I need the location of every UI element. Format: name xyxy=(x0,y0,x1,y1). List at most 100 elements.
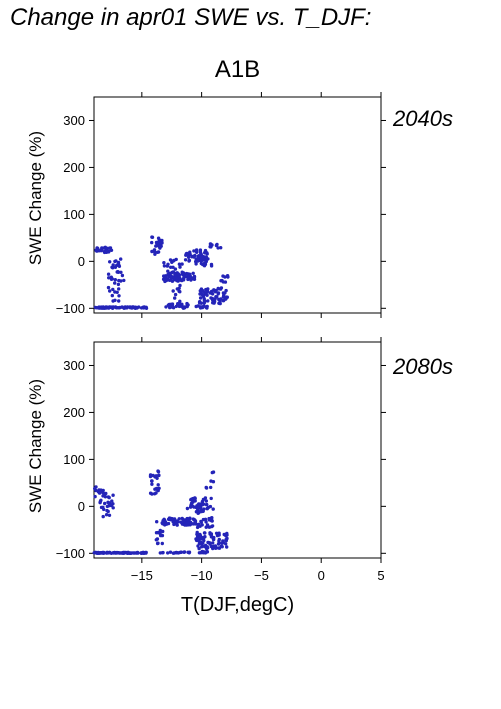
y-tick-label: 200 xyxy=(63,405,85,420)
data-point xyxy=(193,519,198,523)
data-point xyxy=(156,250,161,254)
data-point xyxy=(169,278,173,282)
y-tick-label: 0 xyxy=(78,499,85,514)
data-point xyxy=(222,532,226,537)
period-label-2040s: 2040s xyxy=(393,106,453,131)
data-point xyxy=(156,530,160,535)
data-point xyxy=(200,293,205,297)
data-point xyxy=(160,541,164,546)
data-point xyxy=(157,473,161,477)
data-point xyxy=(110,499,114,503)
data-point xyxy=(107,276,111,280)
data-point xyxy=(150,492,154,496)
data-point xyxy=(204,486,209,490)
data-point xyxy=(166,269,170,273)
data-point xyxy=(125,305,130,309)
data-point xyxy=(178,299,182,303)
data-point xyxy=(183,258,188,262)
data-point xyxy=(196,507,200,511)
data-point xyxy=(116,270,121,274)
data-point xyxy=(199,258,203,263)
data-point xyxy=(113,281,117,285)
data-point xyxy=(178,290,182,294)
data-point xyxy=(225,533,229,537)
data-point xyxy=(175,523,179,527)
data-point xyxy=(111,506,115,510)
data-point xyxy=(106,285,111,290)
data-point xyxy=(119,257,123,261)
data-point xyxy=(223,291,227,295)
data-point xyxy=(169,274,173,278)
data-point xyxy=(200,545,204,549)
data-point xyxy=(225,545,229,549)
data-point xyxy=(176,272,180,276)
data-point xyxy=(172,258,176,263)
data-point xyxy=(117,294,121,298)
x-tick-label: −15 xyxy=(131,568,153,583)
data-point xyxy=(190,497,194,501)
data-point xyxy=(98,500,102,505)
data-point xyxy=(198,296,203,300)
data-point xyxy=(95,306,100,310)
y-tick-label: 200 xyxy=(63,160,85,175)
data-point xyxy=(111,502,115,506)
data-point xyxy=(224,297,228,301)
data-point xyxy=(94,485,98,489)
scenario-title: A1B xyxy=(214,56,261,83)
data-point xyxy=(193,499,197,503)
data-point xyxy=(201,541,205,545)
data-point xyxy=(103,495,108,499)
data-point xyxy=(116,282,121,287)
data-point xyxy=(117,299,121,303)
data-point xyxy=(116,260,121,265)
data-point xyxy=(144,306,149,310)
data-point xyxy=(162,261,166,265)
data-point xyxy=(180,278,184,282)
x-tick-label: 5 xyxy=(377,568,384,583)
data-point xyxy=(107,513,112,517)
y-tick-label: −100 xyxy=(56,301,85,316)
data-point xyxy=(203,535,207,539)
data-point xyxy=(154,474,158,478)
data-point xyxy=(174,550,178,555)
data-point xyxy=(186,303,190,307)
data-point xyxy=(191,271,195,275)
data-point xyxy=(132,551,137,555)
data-point xyxy=(205,550,210,554)
data-point xyxy=(93,551,97,555)
data-point xyxy=(203,543,208,548)
data-point xyxy=(198,532,202,537)
data-point xyxy=(204,499,208,503)
data-point xyxy=(206,299,210,303)
data-point xyxy=(150,479,154,483)
data-point xyxy=(209,262,214,267)
data-point xyxy=(118,305,122,310)
data-point xyxy=(150,249,154,254)
data-point xyxy=(211,541,215,545)
data-point xyxy=(199,519,203,524)
data-point xyxy=(99,505,104,510)
data-point xyxy=(197,504,201,509)
data-point xyxy=(110,277,115,281)
data-point xyxy=(215,242,219,247)
data-point xyxy=(173,292,178,297)
data-point xyxy=(102,507,106,512)
data-point xyxy=(202,300,207,305)
page-title: Change in apr01 SWE vs. T_DJF: xyxy=(10,4,372,31)
data-point xyxy=(94,488,98,493)
data-point xyxy=(188,505,193,509)
data-point xyxy=(163,279,167,284)
data-point xyxy=(181,305,185,309)
data-point xyxy=(156,244,161,248)
plot-frame xyxy=(93,96,382,314)
data-point xyxy=(182,275,187,279)
data-point xyxy=(175,287,179,291)
data-point xyxy=(117,278,121,283)
data-point xyxy=(111,299,115,303)
data-point xyxy=(101,246,106,250)
data-point xyxy=(202,550,206,554)
data-point xyxy=(217,531,221,535)
data-point xyxy=(216,292,220,296)
data-point xyxy=(113,278,118,282)
data-point xyxy=(200,523,204,527)
